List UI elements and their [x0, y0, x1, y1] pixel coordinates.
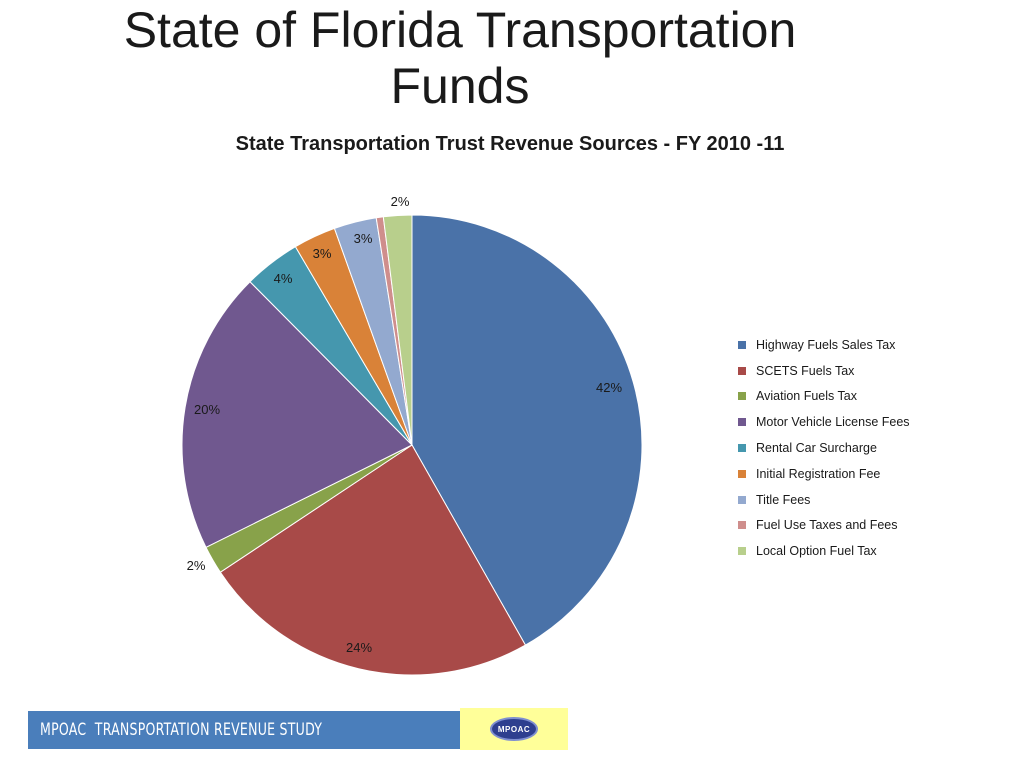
legend-swatch [738, 418, 746, 427]
legend-label: Title Fees [756, 492, 811, 507]
legend-label: Highway Fuels Sales Tax [756, 337, 896, 352]
legend-item-title-fees: Title Fees [738, 487, 910, 513]
data-label-highway-fuels-sales-tax: 42% [596, 380, 622, 395]
legend-label: Initial Registration Fee [756, 466, 881, 481]
legend-item-aviation-fuels-tax: Aviation Fuels Tax [738, 384, 910, 410]
slide-title: State of Florida Transportation Funds [0, 2, 920, 114]
legend-swatch [738, 495, 746, 504]
data-label-motor-vehicle-license-fees: 20% [194, 402, 220, 417]
slide-title-line1: State of Florida Transportation [123, 2, 797, 58]
data-label-rental-car-surcharge: 4% [274, 271, 293, 286]
legend-item-initial-registration-fee: Initial Registration Fee [738, 461, 910, 487]
legend-swatch [738, 444, 746, 453]
legend-item-highway-fuels-sales-tax: Highway Fuels Sales Tax [738, 332, 910, 358]
legend-label: Aviation Fuels Tax [756, 389, 857, 404]
legend-swatch [738, 366, 746, 375]
pie-slice-highway-fuels-sales-tax [411, 214, 643, 646]
mpoac-logo: MPOAC [490, 717, 538, 741]
legend-swatch [738, 392, 746, 401]
data-label-local-option-fuel-tax: 2% [391, 194, 410, 209]
data-label-aviation-fuels-tax: 2% [187, 558, 206, 573]
legend-item-rental-car-surcharge: Rental Car Surcharge [738, 435, 910, 461]
pie-slice-local-option-fuel-tax [382, 214, 413, 446]
legend-label: SCETS Fuels Tax [756, 363, 855, 378]
pie-slice-scets-fuels-tax [219, 444, 527, 676]
data-label-title-fees: 3% [354, 231, 373, 246]
chart-legend: Highway Fuels Sales Tax SCETS Fuels Tax Av… [738, 332, 910, 564]
data-label-scets-fuels-tax: 24% [346, 640, 372, 655]
legend-item-scets-fuels-tax: SCETS Fuels Tax [738, 358, 910, 384]
footer-study-label: MPOAC TRANSPORTATION REVENUE STUDY [40, 720, 323, 740]
data-label-initial-registration-fee: 3% [313, 246, 332, 261]
legend-swatch [738, 340, 746, 349]
legend-item-motor-vehicle-license-fees: Motor Vehicle License Fees [738, 409, 910, 435]
slide-title-line2: Funds [390, 58, 530, 114]
legend-label: Rental Car Surcharge [756, 441, 877, 456]
footer-logo-area: MPOAC [460, 708, 568, 750]
legend-label: Fuel Use Taxes and Fees [756, 518, 898, 533]
legend-swatch [738, 521, 746, 530]
legend-swatch [738, 547, 746, 556]
legend-label: Motor Vehicle License Fees [756, 415, 910, 430]
legend-item-fuel-use-taxes-and-fees: Fuel Use Taxes and Fees [738, 513, 910, 539]
legend-label: Local Option Fuel Tax [756, 544, 877, 559]
legend-swatch [738, 469, 746, 478]
legend-item-local-option-fuel-tax: Local Option Fuel Tax [738, 538, 910, 564]
pie-chart: 42% 24% 2% 20% 4% 3% 3% 2% [181, 194, 643, 676]
chart-title: State Transportation Trust Revenue Sourc… [235, 133, 785, 155]
pie-slice-motor-vehicle-license-fees [181, 281, 413, 549]
footer-study-banner: MPOAC TRANSPORTATION REVENUE STUDY [28, 711, 460, 749]
